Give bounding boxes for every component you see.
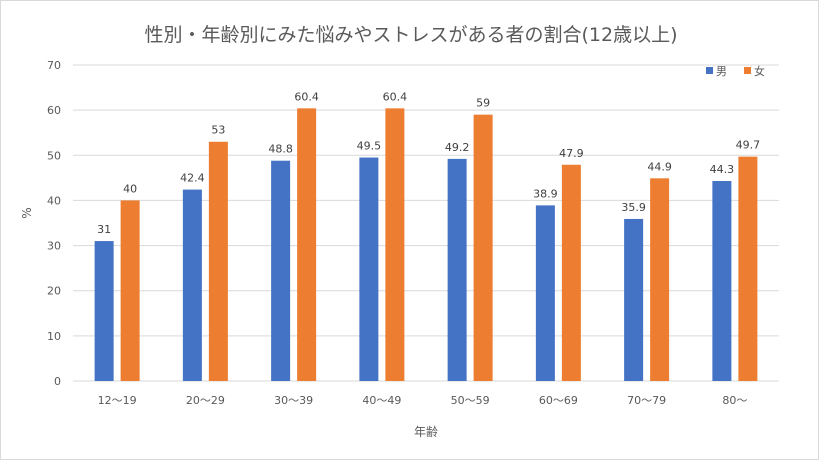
legend-swatch bbox=[706, 67, 713, 74]
y-axis-ticks: 0 10 20 30 40 50 60 70 bbox=[47, 59, 61, 388]
data-label: 38.9 bbox=[533, 187, 558, 200]
bar-male bbox=[359, 157, 379, 381]
x-tick-label: 12～19 bbox=[98, 394, 137, 407]
bar-female bbox=[120, 200, 140, 381]
y-tick-label: 30 bbox=[47, 240, 61, 253]
x-tick-label: 80～ bbox=[722, 394, 747, 407]
bar-female bbox=[738, 156, 758, 381]
legend-swatch bbox=[744, 67, 751, 74]
data-label: 48.8 bbox=[268, 143, 293, 156]
y-tick-label: 0 bbox=[54, 375, 61, 388]
bar-female bbox=[473, 114, 493, 382]
data-label: 60.4 bbox=[294, 90, 319, 103]
data-label: 40 bbox=[123, 182, 137, 195]
x-tick-label: 20～29 bbox=[186, 394, 225, 407]
bar-male bbox=[712, 181, 732, 381]
data-label: 31 bbox=[97, 223, 111, 236]
bar-male bbox=[535, 205, 555, 381]
gridlines bbox=[73, 64, 779, 382]
y-tick-label: 60 bbox=[47, 104, 61, 117]
data-label: 47.9 bbox=[559, 147, 584, 160]
bar-female bbox=[208, 141, 228, 381]
x-tick-label: 30～39 bbox=[274, 394, 313, 407]
y-axis-title: % bbox=[20, 207, 34, 218]
data-labels: 31 40 42.4 53 48.8 60.4 49.5 60.4 49.2 59 38.9 47.9… bbox=[97, 90, 760, 236]
bar-male bbox=[271, 160, 291, 381]
x-tick-label: 60～69 bbox=[539, 394, 578, 407]
x-axis-ticks: 12～19 20～29 30～39 40～49 50～59 60～69 70～79 80～ bbox=[98, 394, 748, 407]
bar-male bbox=[624, 218, 644, 381]
data-label: 42.4 bbox=[180, 172, 205, 185]
data-label: 49.2 bbox=[445, 141, 470, 154]
bar-female bbox=[650, 178, 670, 381]
bar-male bbox=[182, 189, 202, 381]
data-label: 35.9 bbox=[621, 201, 646, 214]
x-tick-label: 40～49 bbox=[362, 394, 401, 407]
data-label: 49.7 bbox=[736, 139, 761, 152]
y-tick-label: 20 bbox=[47, 285, 61, 298]
x-tick-label: 70～79 bbox=[627, 394, 666, 407]
bar-female bbox=[385, 108, 405, 381]
data-label: 59 bbox=[476, 97, 490, 110]
data-label: 44.3 bbox=[710, 163, 735, 176]
y-tick-label: 10 bbox=[47, 330, 61, 343]
y-tick-label: 40 bbox=[47, 194, 61, 207]
data-label: 49.5 bbox=[357, 140, 382, 153]
legend: 男女 bbox=[706, 64, 765, 78]
data-label: 44.9 bbox=[647, 160, 672, 173]
y-tick-label: 50 bbox=[47, 149, 61, 162]
bar-female bbox=[561, 164, 581, 381]
data-label: 53 bbox=[211, 124, 225, 137]
bar-male bbox=[447, 158, 467, 381]
bars bbox=[94, 108, 758, 382]
bar-female bbox=[297, 108, 317, 381]
x-axis-title: 年齢 bbox=[414, 424, 438, 439]
x-tick-label: 50～59 bbox=[451, 394, 490, 407]
legend-label: 男 bbox=[716, 65, 727, 78]
y-tick-label: 70 bbox=[47, 59, 61, 72]
legend-label: 女 bbox=[754, 64, 765, 78]
data-label: 60.4 bbox=[383, 90, 408, 103]
chart-title: 性別・年齢別にみた悩みやストレスがある者の割合(12歳以上) bbox=[144, 24, 677, 46]
bar-male bbox=[94, 241, 114, 381]
